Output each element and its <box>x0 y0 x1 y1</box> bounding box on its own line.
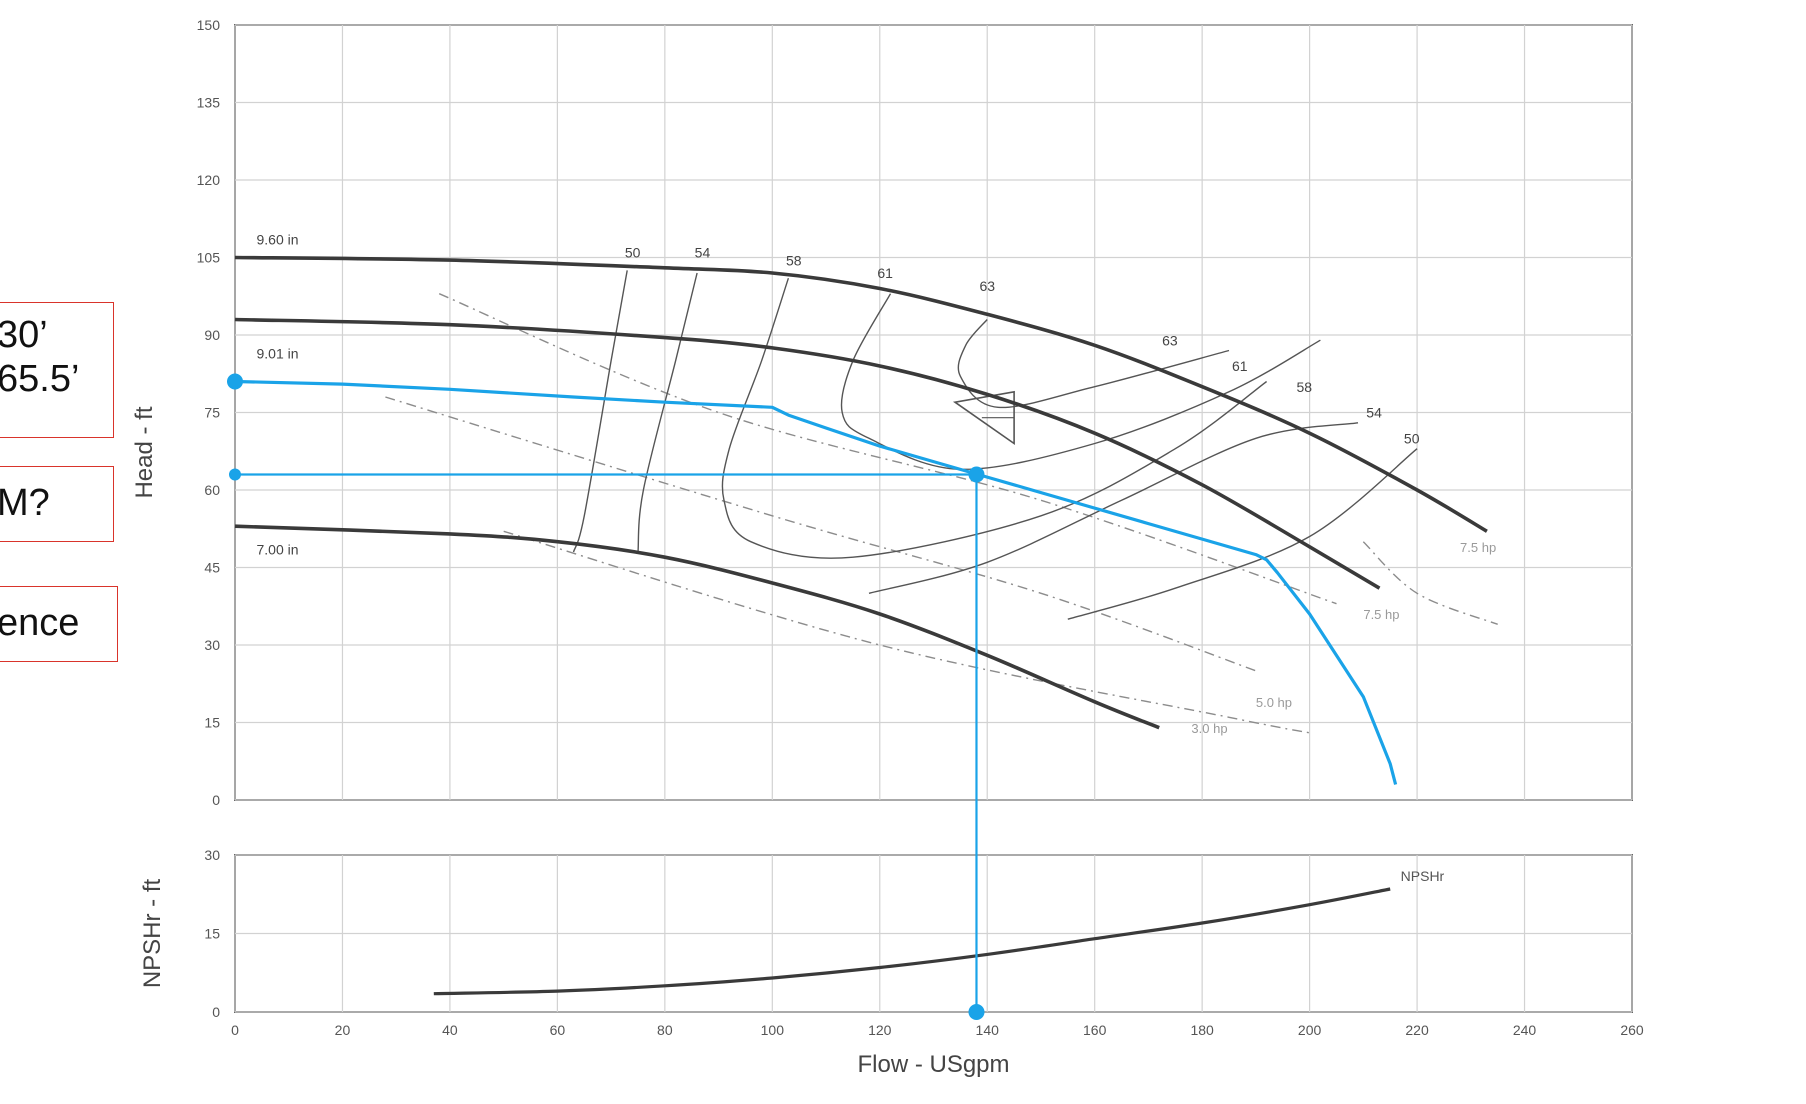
efficiency-label: 61 <box>877 265 893 281</box>
callout-text: 30’ <box>0 314 48 356</box>
y-tick-label: 15 <box>204 715 220 731</box>
efficiency-label: 63 <box>1162 332 1178 348</box>
efficiency-line <box>721 277 1268 559</box>
efficiency-line <box>868 422 1359 594</box>
efficiency-label: 61 <box>1232 358 1248 374</box>
impeller-curve <box>234 524 1160 730</box>
efficiency-line <box>637 272 698 553</box>
y-tick-label: 45 <box>204 560 220 576</box>
callout-text: 65.5’ <box>0 358 80 400</box>
y-tick-label: 90 <box>204 327 220 343</box>
callout-box-difference: ence <box>0 586 118 662</box>
y-tick-label: 60 <box>204 482 220 498</box>
x-axis-title: Flow - USgpm <box>857 1051 1009 1078</box>
x-tick-label: 200 <box>1298 1022 1322 1038</box>
x-tick-label: 0 <box>231 1022 239 1038</box>
x-tick-label: 100 <box>761 1022 785 1038</box>
operating-head-dot <box>229 468 241 481</box>
npshr-curve <box>433 887 1391 996</box>
x-tick-label: 180 <box>1190 1022 1214 1038</box>
efficiency-label: 58 <box>786 252 802 268</box>
power-line <box>438 293 1337 605</box>
shutoff-head-dot <box>227 373 243 390</box>
x-tick-label: 40 <box>442 1022 458 1038</box>
curve-lines <box>234 255 1498 996</box>
power-label: 3.0 hp <box>1191 721 1227 736</box>
efficiency-label: 54 <box>1366 405 1382 421</box>
power-line <box>1362 541 1498 625</box>
x-tick-label: 260 <box>1620 1022 1644 1038</box>
efficiency-line <box>1067 448 1418 620</box>
x-tick-label: 60 <box>550 1022 566 1038</box>
efficiency-label: 63 <box>979 278 995 294</box>
operating-flow-dot <box>968 1004 985 1020</box>
chart-labels: 0 20 40 60 80 100 120 140 160 180 200 220 240 260 0 15 3… <box>131 17 1644 1078</box>
impeller-curve <box>234 317 1381 590</box>
callout-box-heads: 30’ 65.5’ <box>0 302 114 438</box>
y-axis-title-npsh: NPSHr - ft <box>139 879 166 989</box>
efficiency-label: 58 <box>1296 379 1312 395</box>
y-tick-label-npsh: 30 <box>204 847 220 863</box>
power-line <box>503 530 1310 734</box>
impeller-label: 7.00 in <box>256 542 298 558</box>
x-tick-label: 220 <box>1405 1022 1429 1038</box>
x-tick-label: 160 <box>1083 1022 1107 1038</box>
callout-text: M? <box>0 482 50 524</box>
y-tick-label: 150 <box>197 17 221 33</box>
efficiency-line <box>572 270 628 553</box>
operating-point-dot <box>968 466 985 483</box>
callout-text: ence <box>0 602 80 644</box>
efficiency-line <box>957 319 1230 409</box>
x-tick-label: 120 <box>868 1022 892 1038</box>
power-label: 7.5 hp <box>1460 540 1496 555</box>
y-tick-label: 75 <box>204 405 220 421</box>
callout-box-question: M? <box>0 466 114 542</box>
x-tick-label: 80 <box>657 1022 673 1038</box>
power-label: 5.0 hp <box>1256 695 1292 710</box>
impeller-curve <box>234 255 1488 533</box>
npshr-label: NPSHr <box>1401 868 1445 884</box>
efficiency-label: 50 <box>625 245 641 261</box>
impeller-label: 9.01 in <box>256 345 298 361</box>
efficiency-label: 54 <box>695 245 711 261</box>
y-tick-label: 30 <box>204 637 220 653</box>
bep-triangle <box>952 390 1015 446</box>
y-tick-label: 135 <box>197 95 221 111</box>
x-tick-label: 20 <box>335 1022 351 1038</box>
y-tick-label-npsh: 0 <box>212 1004 220 1020</box>
operating-point-overlay <box>227 373 1398 1020</box>
impeller-label: 9.60 in <box>256 232 298 248</box>
efficiency-label: 50 <box>1404 431 1420 447</box>
x-tick-label: 140 <box>976 1022 1000 1038</box>
y-tick-label-npsh: 15 <box>204 926 220 942</box>
y-tick-label: 120 <box>197 172 221 188</box>
x-tick-label: 240 <box>1513 1022 1537 1038</box>
y-tick-label: 105 <box>197 250 221 266</box>
power-label: 7.5 hp <box>1363 607 1399 622</box>
y-tick-label: 0 <box>212 792 220 808</box>
power-line <box>385 396 1257 672</box>
marked-curve <box>234 379 1398 785</box>
y-axis-title: Head - ft <box>131 406 158 498</box>
grid-lines <box>234 24 1633 1013</box>
